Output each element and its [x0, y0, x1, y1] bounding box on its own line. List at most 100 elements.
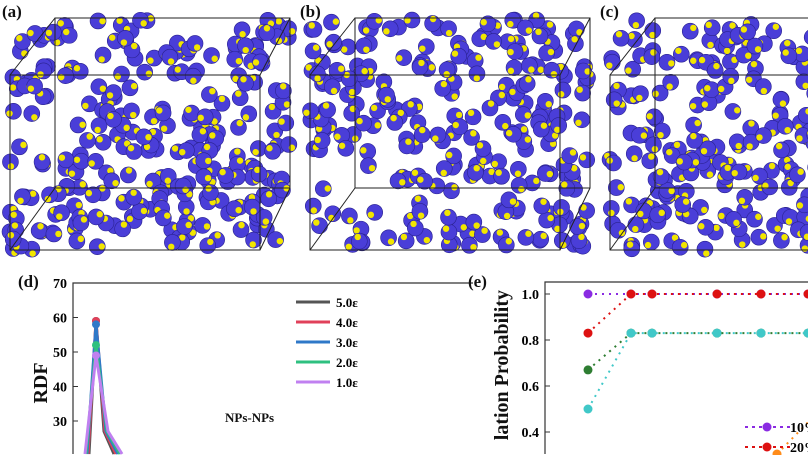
bead: [217, 167, 234, 184]
bead: [604, 53, 621, 71]
bead: [686, 132, 703, 149]
bead: [79, 132, 96, 149]
bead: [328, 61, 346, 79]
bead: [275, 82, 292, 100]
bead: [53, 204, 70, 222]
bead: [337, 139, 355, 157]
nanoparticle-beads: [1, 11, 298, 258]
bead: [500, 191, 518, 209]
bead: [537, 92, 554, 110]
bead: [481, 99, 499, 117]
box-edge: [9, 17, 56, 76]
box-edge: [9, 187, 56, 251]
bead: [343, 104, 360, 122]
bead: [605, 91, 623, 109]
bead: [742, 133, 760, 151]
bead: [573, 111, 591, 129]
bead: [237, 74, 254, 92]
panel-label-d: (d): [18, 272, 39, 291]
bead: [403, 11, 421, 29]
bead: [631, 127, 648, 144]
bead: [440, 223, 458, 241]
bead: [244, 198, 261, 216]
bead: [226, 51, 244, 68]
bead: [398, 137, 416, 155]
bead: [445, 147, 462, 165]
bead: [161, 48, 179, 66]
bead: [14, 188, 31, 205]
bead: [154, 104, 172, 122]
bead: [395, 49, 413, 66]
bead: [751, 167, 768, 185]
bead: [612, 29, 630, 47]
bead: [739, 23, 756, 41]
bead: [543, 61, 561, 79]
bead: [325, 33, 342, 51]
annotation-nps: NPs-NPs: [225, 410, 275, 425]
bead: [625, 145, 643, 163]
bead: [201, 86, 218, 103]
bead: [471, 30, 489, 48]
bead: [510, 176, 528, 194]
bead: [280, 136, 298, 153]
bead: [574, 62, 592, 80]
bead: [194, 217, 211, 234]
bead: [773, 232, 790, 249]
bead: [26, 25, 44, 42]
bead: [644, 22, 662, 39]
bead: [68, 232, 86, 250]
y-tick-label: 60: [53, 312, 67, 327]
bead: [232, 221, 250, 238]
bead: [226, 200, 243, 218]
bead: [518, 75, 536, 92]
simulation-box-c: [601, 12, 808, 258]
bead: [780, 179, 798, 196]
probability-chart: 1.0 0.8 0.6 0.4 10% 20%: [522, 281, 808, 455]
bead: [479, 15, 497, 33]
bead: [465, 213, 483, 231]
box-edge: [559, 17, 591, 76]
bead: [324, 205, 342, 223]
bead: [736, 188, 753, 206]
bead: [33, 153, 51, 171]
bead: [314, 180, 332, 197]
bead: [304, 197, 322, 215]
d-ylabel: RDF: [30, 362, 52, 403]
data-point: [756, 289, 766, 299]
data-point: [803, 328, 808, 338]
bead: [673, 45, 690, 63]
bead: [761, 178, 779, 196]
bead: [105, 84, 122, 101]
bead: [652, 168, 670, 185]
panel-label-c: (c): [600, 2, 619, 21]
bead: [730, 163, 748, 181]
bead: [250, 165, 268, 183]
bead: [71, 62, 89, 80]
bead: [114, 220, 131, 238]
bead: [440, 208, 457, 226]
bead: [533, 197, 551, 215]
bead: [651, 84, 669, 102]
bead: [339, 38, 357, 56]
bead: [341, 207, 358, 225]
bead: [550, 117, 567, 134]
bead: [196, 108, 214, 126]
panel-label-b: (b): [300, 2, 321, 21]
bead: [624, 60, 641, 78]
bead: [88, 238, 106, 255]
bead: [90, 78, 108, 95]
bead: [366, 204, 383, 221]
bead: [359, 143, 377, 160]
bead: [697, 218, 714, 236]
bead: [380, 229, 397, 247]
box-back-face: [354, 17, 591, 189]
bead: [123, 102, 140, 120]
bead: [89, 12, 107, 30]
legend-marker: [762, 442, 772, 452]
bead: [703, 81, 720, 98]
bead: [5, 103, 22, 120]
bead: [538, 211, 555, 229]
bead: [411, 203, 429, 220]
bead: [485, 33, 502, 50]
bead: [71, 179, 88, 196]
